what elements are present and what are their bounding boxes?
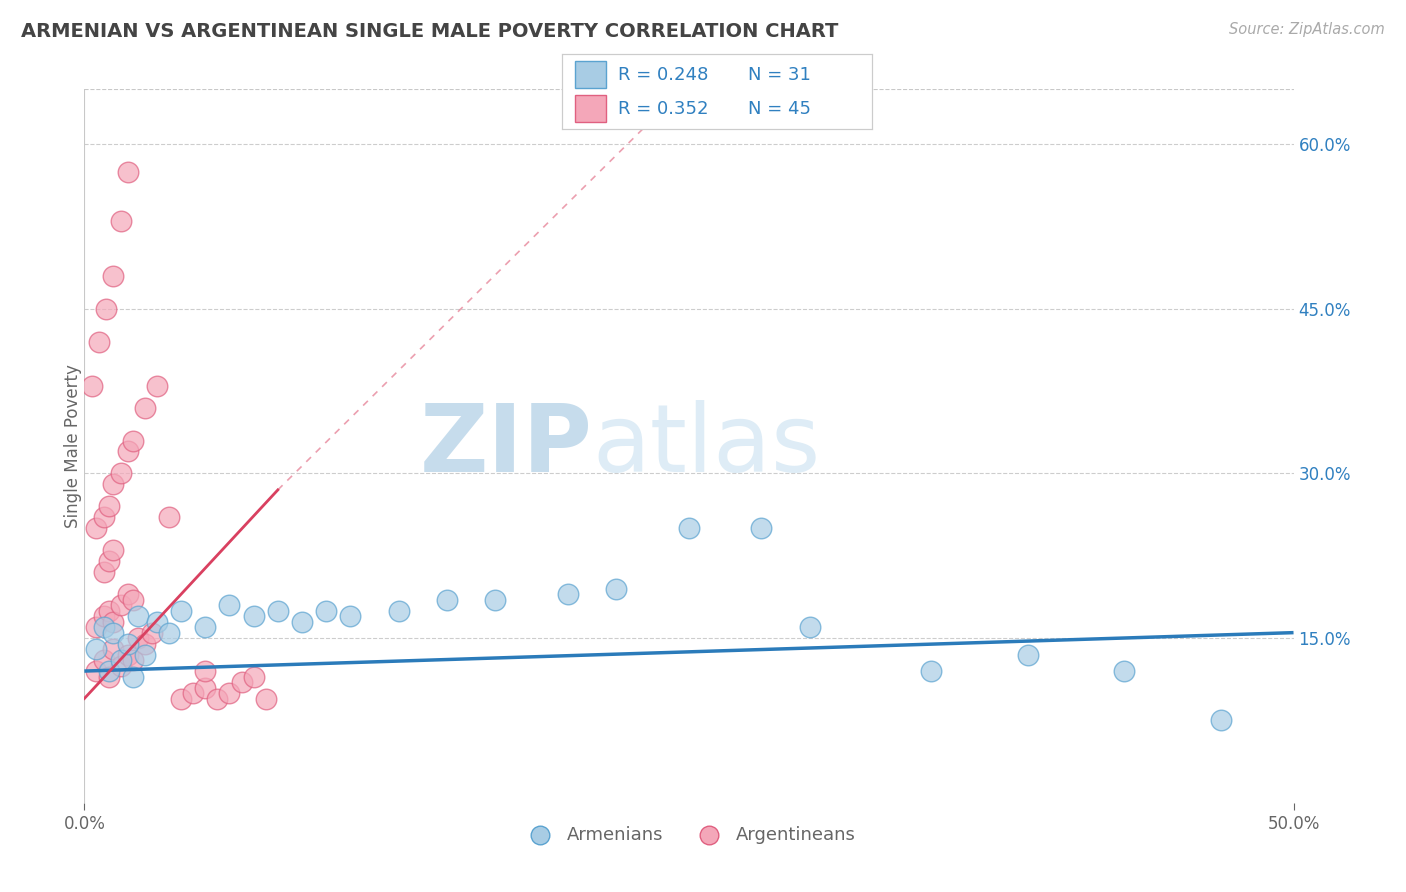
Point	[484, 592, 506, 607]
Point	[97, 604, 120, 618]
Point	[121, 592, 143, 607]
Text: ARMENIAN VS ARGENTINEAN SINGLE MALE POVERTY CORRELATION CHART: ARMENIAN VS ARGENTINEAN SINGLE MALE POVE…	[21, 22, 838, 41]
Point	[97, 554, 120, 568]
Text: Source: ZipAtlas.com: Source: ZipAtlas.com	[1229, 22, 1385, 37]
Text: N = 45: N = 45	[748, 100, 811, 118]
Y-axis label: Single Male Poverty: Single Male Poverty	[65, 364, 82, 528]
Point	[103, 625, 125, 640]
Point	[93, 609, 115, 624]
Point	[121, 434, 143, 448]
Point	[242, 669, 264, 683]
Point	[170, 691, 193, 706]
Point	[87, 334, 110, 349]
Point	[605, 582, 627, 596]
Point	[93, 510, 115, 524]
Point	[110, 658, 132, 673]
Point	[121, 653, 143, 667]
Point	[134, 401, 156, 415]
Point	[678, 521, 700, 535]
Point	[94, 301, 117, 316]
Point	[103, 642, 125, 657]
Point	[127, 609, 149, 624]
Point	[97, 664, 120, 678]
Point	[93, 620, 115, 634]
Point	[751, 521, 773, 535]
Text: R = 0.248: R = 0.248	[619, 66, 709, 84]
Point	[557, 587, 579, 601]
Text: atlas: atlas	[592, 400, 821, 492]
Point	[339, 609, 361, 624]
Point	[103, 543, 125, 558]
Point	[157, 625, 180, 640]
Point	[218, 598, 240, 612]
Point	[141, 625, 163, 640]
Point	[194, 620, 217, 634]
Point	[97, 500, 120, 514]
Point	[181, 686, 204, 700]
Point	[80, 378, 103, 392]
Point	[103, 477, 125, 491]
Point	[110, 598, 132, 612]
Point	[121, 669, 143, 683]
Point	[157, 510, 180, 524]
Point	[110, 214, 132, 228]
Point	[127, 631, 149, 645]
Point	[194, 664, 217, 678]
Point	[799, 620, 821, 634]
Point	[436, 592, 458, 607]
Text: ZIP: ZIP	[419, 400, 592, 492]
Point	[134, 648, 156, 662]
Point	[1017, 648, 1039, 662]
Point	[267, 604, 290, 618]
Point	[170, 604, 193, 618]
Point	[103, 615, 125, 629]
Point	[97, 669, 120, 683]
Point	[86, 642, 108, 657]
Point	[242, 609, 264, 624]
Point	[117, 637, 139, 651]
Point	[117, 444, 139, 458]
Point	[117, 164, 139, 178]
Point	[194, 681, 217, 695]
Point	[93, 566, 115, 580]
Point	[103, 268, 125, 283]
Point	[315, 604, 337, 618]
Point	[86, 620, 108, 634]
FancyBboxPatch shape	[575, 95, 606, 122]
Point	[146, 615, 169, 629]
Point	[86, 521, 108, 535]
Point	[117, 587, 139, 601]
Point	[93, 653, 115, 667]
Legend: Armenians, Argentineans: Armenians, Argentineans	[515, 819, 863, 851]
Point	[207, 691, 229, 706]
Point	[146, 378, 169, 392]
Point	[1114, 664, 1136, 678]
Point	[117, 648, 139, 662]
Point	[86, 664, 108, 678]
Point	[231, 675, 253, 690]
Point	[254, 691, 277, 706]
Point	[110, 467, 132, 481]
FancyBboxPatch shape	[575, 62, 606, 87]
Point	[1209, 714, 1232, 728]
Point	[110, 653, 132, 667]
Point	[218, 686, 240, 700]
Point	[920, 664, 942, 678]
Point	[291, 615, 314, 629]
Point	[134, 637, 156, 651]
Point	[388, 604, 411, 618]
Text: R = 0.352: R = 0.352	[619, 100, 709, 118]
Text: N = 31: N = 31	[748, 66, 811, 84]
